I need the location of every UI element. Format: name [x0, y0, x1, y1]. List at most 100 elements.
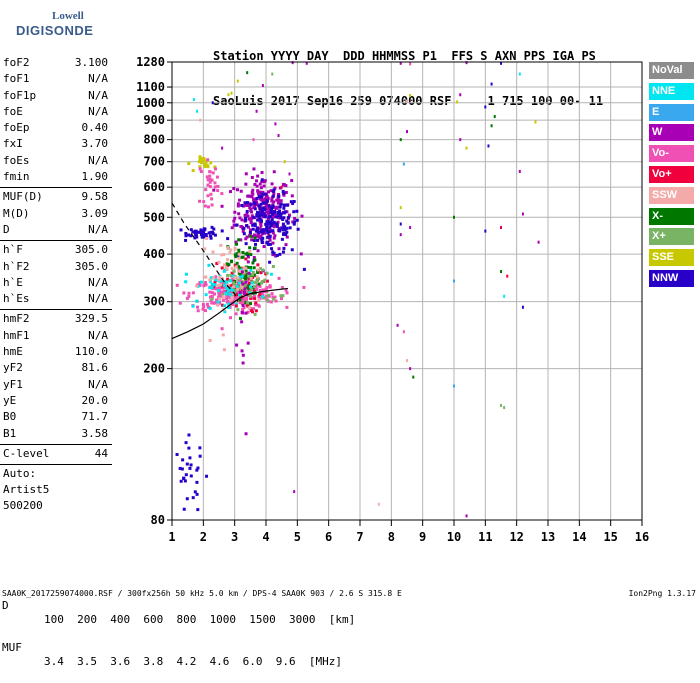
- echo-point: [465, 146, 468, 150]
- echo-point: [233, 246, 237, 250]
- echo-point: [243, 299, 247, 303]
- echo-point: [202, 235, 206, 239]
- echo-point: [220, 284, 224, 288]
- echo-point: [305, 61, 308, 65]
- echo-point: [205, 236, 209, 240]
- echo-point: [202, 305, 206, 309]
- echo-point: [248, 230, 252, 234]
- clevel-value: 44: [94, 446, 108, 460]
- echo-point: [226, 289, 230, 293]
- param-name: fxI: [3, 137, 23, 151]
- echo-point: [500, 404, 502, 407]
- param-value: 81.6: [81, 361, 109, 375]
- echo-point: [257, 298, 261, 302]
- echo-point: [232, 269, 236, 273]
- echo-point: [261, 201, 265, 205]
- x-tick-label: 15: [603, 530, 617, 544]
- echo-point: [266, 230, 270, 234]
- echo-point: [199, 233, 203, 237]
- echo-point: [242, 232, 246, 236]
- echo-point: [208, 279, 212, 283]
- echo-point: [274, 122, 277, 126]
- echo-point: [222, 253, 226, 257]
- echo-point: [213, 292, 217, 296]
- echo-point: [490, 82, 493, 86]
- echo-point: [264, 201, 268, 205]
- echo-point: [506, 274, 509, 278]
- echo-point: [396, 323, 399, 327]
- echo-point: [247, 291, 251, 295]
- x-tick-label: 3: [231, 530, 238, 544]
- y-tick-label: 500: [143, 210, 165, 224]
- echo-point: [231, 274, 235, 278]
- echo-point: [233, 276, 237, 280]
- echo-point: [249, 276, 253, 280]
- echo-point: [213, 233, 217, 237]
- echo-point: [224, 283, 228, 287]
- echo-point: [278, 252, 282, 256]
- echo-point: [257, 195, 261, 199]
- echo-point: [259, 219, 263, 223]
- echo-point: [279, 294, 283, 298]
- echo-point: [266, 220, 270, 224]
- echo-point: [265, 210, 269, 214]
- param-value: N/A: [88, 292, 108, 306]
- echo-point: [263, 179, 267, 183]
- echo-point: [253, 233, 257, 237]
- echo-point: [236, 290, 240, 294]
- echo-point: [265, 271, 269, 275]
- echo-point: [249, 228, 253, 232]
- echo-point: [214, 287, 218, 291]
- echo-point: [247, 306, 251, 310]
- echo-point: [213, 185, 217, 189]
- echo-point: [257, 204, 261, 208]
- echo-point: [208, 174, 212, 178]
- echo-point: [258, 296, 262, 300]
- echo-point: [260, 281, 264, 285]
- param-row: hmF2 329.5: [0, 312, 112, 328]
- echo-point: [377, 502, 380, 506]
- echo-point: [241, 295, 245, 299]
- echo-point: [196, 508, 200, 512]
- echo-point: [238, 275, 242, 279]
- echo-point: [275, 205, 279, 209]
- echo-point: [260, 195, 264, 199]
- echo-point: [242, 280, 246, 284]
- echo-point: [272, 225, 276, 229]
- echo-point: [242, 306, 246, 310]
- param-value: 20.0: [81, 393, 109, 407]
- echo-point: [238, 316, 242, 320]
- echo-point: [231, 285, 235, 289]
- echo-point: [229, 287, 233, 291]
- echo-point: [218, 297, 222, 301]
- echo-point: [251, 227, 255, 231]
- echo-point: [224, 265, 228, 269]
- echo-point: [266, 240, 270, 244]
- echo-point: [246, 255, 250, 259]
- echo-point: [245, 303, 249, 307]
- x-tick-label: 4: [262, 530, 269, 544]
- echo-point: [268, 238, 272, 242]
- param-row: foF1p N/A: [0, 89, 112, 105]
- echo-point: [279, 213, 283, 217]
- echo-point: [240, 285, 244, 289]
- echo-point: [268, 260, 272, 264]
- param-name: B1: [3, 426, 17, 440]
- echo-point: [277, 211, 281, 215]
- echo-point: [198, 199, 202, 203]
- param-value: N/A: [88, 88, 108, 102]
- echo-point: [195, 299, 199, 303]
- echo-point: [221, 146, 224, 150]
- legend-item-w: W: [649, 124, 694, 142]
- y-tick-label: 800: [143, 133, 165, 147]
- y-tick-label: 200: [143, 362, 165, 376]
- echo-point: [209, 236, 213, 240]
- echo-point: [200, 158, 204, 162]
- echo-point: [278, 186, 282, 190]
- auto-scaling-line: 500200: [3, 499, 43, 513]
- param-name: foF1p: [3, 88, 37, 102]
- echo-point: [267, 212, 271, 216]
- echo-point: [259, 288, 263, 292]
- x-tick-label: 10: [447, 530, 461, 544]
- echo-point: [184, 441, 188, 445]
